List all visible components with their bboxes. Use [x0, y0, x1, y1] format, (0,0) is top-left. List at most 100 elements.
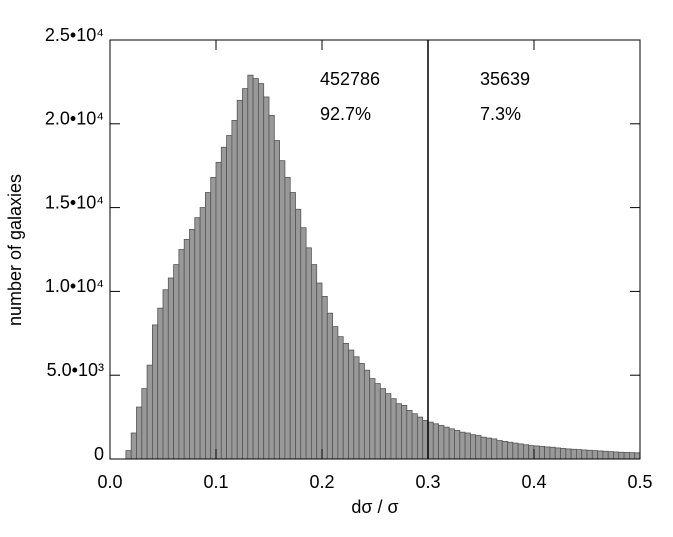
histogram-bar: [411, 413, 418, 460]
histogram-bar: [496, 440, 503, 460]
histogram-bar: [544, 446, 551, 460]
y-axis-label: number of galaxies: [5, 174, 25, 326]
annotation-count: 452786: [320, 69, 380, 89]
histogram-bar: [242, 88, 249, 460]
histogram-bar: [581, 449, 588, 460]
histogram-bar: [607, 451, 614, 460]
histogram-bar: [379, 388, 386, 460]
histogram-bar: [151, 324, 159, 460]
histogram-bar: [204, 192, 212, 460]
histogram-bar: [576, 449, 583, 460]
y-tick-label: 1.5•10⁴: [45, 192, 104, 212]
histogram-bar: [549, 446, 556, 460]
histogram-bar: [629, 452, 636, 460]
histogram-bar: [570, 448, 577, 460]
histogram-bar: [157, 307, 164, 460]
histogram-bar: [454, 430, 461, 460]
histogram-bar: [480, 436, 487, 460]
histogram-bar: [358, 363, 365, 460]
histogram-bar: [485, 437, 492, 460]
histogram-bar: [273, 140, 280, 460]
annotation-percent: 92.7%: [320, 104, 371, 124]
histogram-bar: [528, 445, 535, 460]
histogram-bar: [141, 388, 148, 460]
histogram-bar: [501, 441, 508, 460]
histogram-bar: [337, 336, 344, 460]
histogram-bar: [215, 161, 222, 460]
histogram-bar: [231, 120, 238, 460]
histogram-bar: [432, 423, 439, 460]
y-tick-label: 0: [94, 444, 104, 464]
histogram-bar: [263, 96, 270, 460]
x-tick-label: 0.1: [203, 472, 228, 492]
histogram-bar: [289, 192, 296, 460]
plot-frame: [109, 39, 641, 460]
histogram-bar: [295, 208, 302, 460]
histogram-bar: [363, 369, 371, 460]
histogram-bar: [374, 383, 381, 460]
histogram-bar: [236, 99, 243, 460]
x-tick-label: 0.3: [415, 472, 440, 492]
histogram-bar: [623, 452, 630, 460]
histogram-bar: [252, 78, 259, 460]
histogram-bar: [443, 426, 450, 460]
histogram-bar: [533, 445, 540, 460]
histogram-bar: [321, 296, 328, 460]
histogram-bar: [247, 74, 254, 460]
histogram-bar: [257, 83, 265, 460]
histogram-bar: [406, 409, 413, 460]
histogram-bar: [634, 452, 641, 460]
histogram-bar: [554, 447, 561, 460]
histogram-bar: [162, 289, 169, 460]
histogram-bar: [173, 264, 180, 460]
histogram-bar: [459, 431, 466, 460]
y-tick-label: 1.0•10⁴: [45, 276, 104, 296]
histogram-bar: [210, 177, 217, 460]
histogram-bar: [618, 451, 625, 460]
y-tick-label: 2.0•10⁴: [45, 109, 104, 129]
histogram-bar: [448, 428, 455, 460]
histogram-bar: [310, 264, 318, 460]
histogram-bar: [491, 438, 498, 460]
histogram-bar: [586, 449, 593, 460]
histogram-bar: [189, 228, 196, 460]
y-tick-label: 2.5•10⁴: [45, 25, 104, 45]
histogram-bar: [146, 364, 153, 460]
histogram-bar: [565, 448, 572, 460]
x-tick-label: 0.0: [97, 472, 122, 492]
histogram-bar: [220, 146, 228, 460]
histogram-bar: [167, 277, 175, 460]
histogram-bar: [517, 443, 524, 460]
histogram-bar: [369, 378, 376, 460]
histogram-bar: [507, 441, 514, 460]
histogram-bar: [416, 416, 424, 460]
x-tick-label: 0.4: [521, 472, 546, 492]
histogram-bar: [438, 425, 445, 460]
histogram-bar: [538, 446, 545, 460]
histogram-bar: [305, 247, 312, 460]
histogram-bar: [125, 450, 132, 460]
histogram-bar: [178, 249, 185, 460]
histogram-bar: [422, 420, 429, 460]
histogram-bar: [226, 135, 233, 460]
histogram-bar: [348, 349, 355, 460]
histogram-bar: [326, 312, 333, 460]
histogram-bar: [199, 207, 206, 460]
histogram-bar: [395, 403, 402, 460]
histogram-bar: [332, 326, 339, 460]
histogram-bar: [183, 239, 190, 460]
x-tick-label: 0.5: [627, 472, 652, 492]
histogram-bar: [194, 217, 201, 460]
histogram-bar: [136, 406, 143, 460]
histogram-bar: [390, 398, 397, 460]
histogram-bar: [591, 450, 598, 460]
histogram-bar: [279, 160, 286, 460]
histogram-bar: [512, 442, 519, 460]
histogram-bar: [464, 432, 471, 460]
histogram-bar: [316, 282, 323, 460]
annotation-percent: 7.3%: [480, 104, 521, 124]
histogram-bar: [385, 393, 392, 460]
histogram-bar: [130, 432, 137, 460]
histogram-bar: [353, 356, 360, 460]
